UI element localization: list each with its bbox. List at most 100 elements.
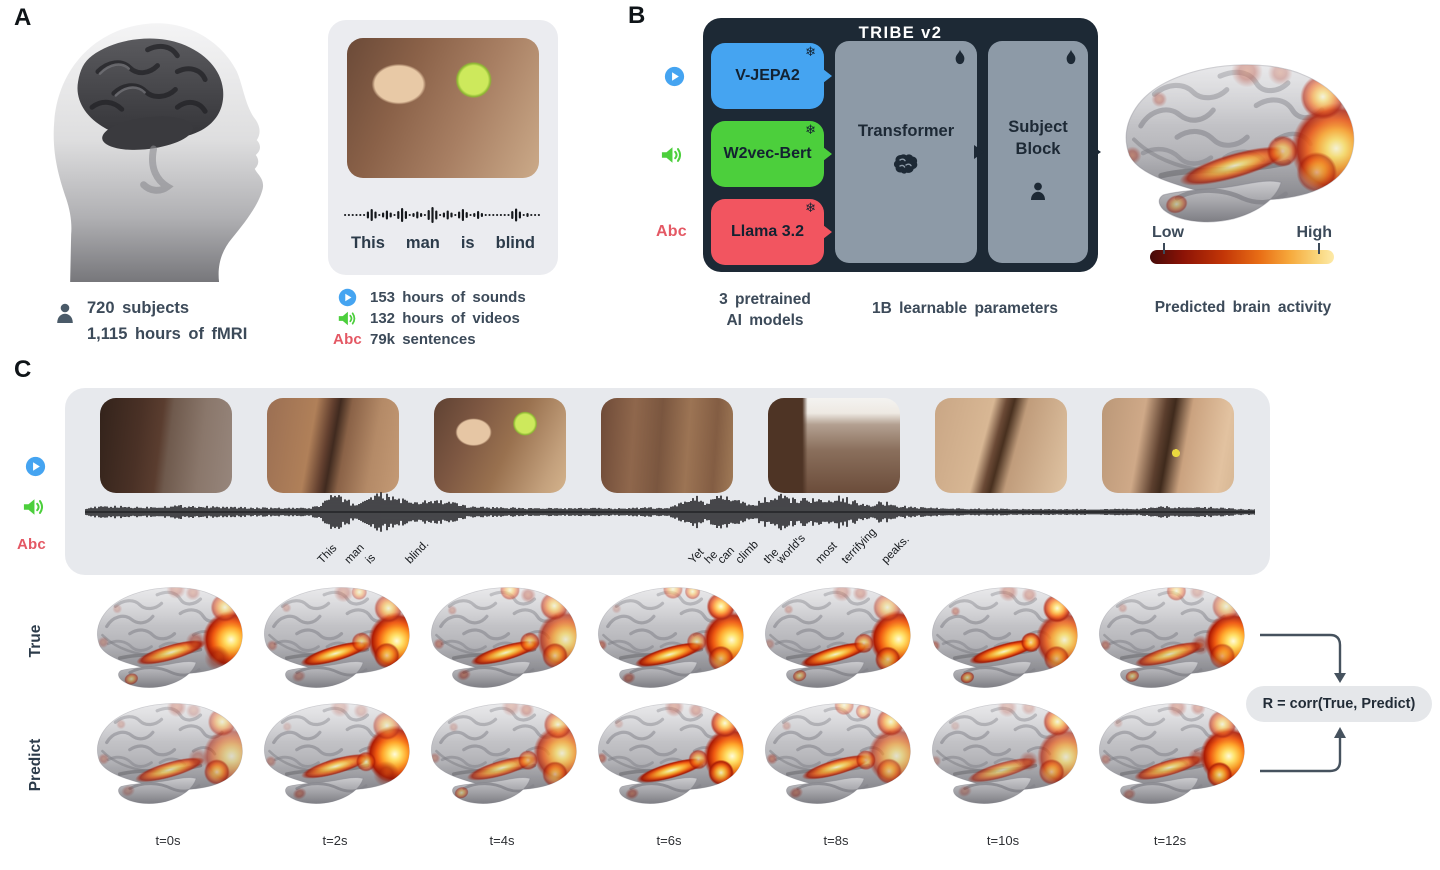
video-frame bbox=[768, 398, 900, 493]
arrow-down-icon bbox=[1334, 673, 1346, 683]
brain-map-predict-t0s bbox=[88, 698, 248, 810]
stimulus-timeline-card: This man is blind. Yet he can climb the world's mo… bbox=[65, 388, 1270, 575]
brain-map-predict-t4s bbox=[422, 698, 582, 810]
brain-surface-svg bbox=[1099, 587, 1245, 688]
arrow-up-icon bbox=[1334, 727, 1346, 738]
play-icon bbox=[664, 66, 685, 87]
modality-icon-speaker bbox=[660, 144, 684, 166]
transcript-word: is bbox=[364, 551, 379, 567]
play-icon bbox=[25, 456, 46, 477]
video-frame bbox=[935, 398, 1067, 493]
tribe-architecture-box: TRIBE v2 V-JEPA2 ❄ W2vec-Bert ❄ Llama 3.… bbox=[703, 18, 1098, 272]
transcript-word: world's bbox=[775, 532, 809, 567]
caption-predicted-activity: Predicted brain activity bbox=[1154, 299, 1332, 316]
panel-a-label: A bbox=[14, 4, 32, 31]
colorbar-tick-low bbox=[1163, 243, 1165, 254]
stimulus-card: This man is blind bbox=[328, 20, 558, 275]
time-label: t=0s bbox=[155, 833, 181, 848]
brain-surface-svg bbox=[932, 703, 1078, 804]
brain-surface-svg bbox=[765, 703, 911, 804]
fmri-stats: 720 subjects 1,115 hours of fMRI bbox=[55, 296, 247, 347]
subject-block: Subject Block bbox=[988, 41, 1088, 263]
text-abc-icon: Abc bbox=[17, 536, 46, 553]
subject-block-label-line2: Block bbox=[1015, 140, 1061, 158]
speaker-icon bbox=[23, 499, 44, 515]
flow-arrow-icon bbox=[974, 145, 984, 159]
person-icon-svg bbox=[1030, 182, 1046, 200]
fire-icon bbox=[953, 49, 967, 65]
sentence-word: is bbox=[460, 234, 475, 252]
video-frame-climber bbox=[347, 38, 539, 178]
dataset-stats: 153 hours of sounds 132 hours of videos Ab… bbox=[333, 287, 526, 350]
transcript-word: man bbox=[342, 541, 367, 567]
transformer-block: Transformer bbox=[835, 41, 977, 263]
time-label: t=8s bbox=[823, 833, 849, 848]
model-box-llama-3-2: Llama 3.2 ❄ bbox=[711, 199, 832, 265]
speaker-icon bbox=[661, 147, 682, 163]
fire-icon-svg bbox=[1066, 49, 1076, 65]
person-icon-svg bbox=[57, 303, 73, 323]
brain-surface-svg bbox=[598, 703, 744, 804]
video-frame bbox=[267, 398, 399, 493]
fire-icon bbox=[1064, 49, 1078, 65]
brain-surface-svg bbox=[431, 587, 577, 688]
row-label-true: True bbox=[27, 624, 44, 658]
dataset-stat-text: 153 hours of sounds bbox=[370, 289, 526, 306]
modality-icon-speaker bbox=[22, 496, 46, 518]
brain-map-predict-t12s bbox=[1090, 698, 1250, 810]
subject-block-label-line1: Subject bbox=[1008, 118, 1068, 136]
output-arrow-icon bbox=[1091, 145, 1101, 159]
transcript-word: terrifying bbox=[840, 526, 880, 567]
brain-map-predict-t10s bbox=[923, 698, 1083, 810]
audio-waveform bbox=[85, 492, 1255, 532]
brain-map-true-t10s bbox=[923, 582, 1083, 694]
time-label: t=4s bbox=[489, 833, 515, 848]
transcript-word: peaks. bbox=[879, 533, 913, 567]
brain-surface-svg bbox=[1099, 703, 1245, 804]
subject-icon bbox=[988, 181, 1088, 201]
text-abc-icon: Abc bbox=[333, 331, 362, 348]
connector-tail bbox=[823, 69, 832, 83]
dataset-stat-row: 153 hours of sounds bbox=[334, 287, 526, 308]
head-brain-illustration bbox=[25, 16, 290, 284]
correlation-formula-pill: R = corr(True, Predict) bbox=[1246, 686, 1432, 722]
transcript-word: most bbox=[813, 540, 840, 567]
predicted-brain-map bbox=[1108, 58, 1366, 230]
play-icon bbox=[338, 288, 357, 307]
brain-surface-svg bbox=[932, 587, 1078, 688]
brain-map-predict-t6s bbox=[589, 698, 749, 810]
time-label: t=12s bbox=[1153, 833, 1187, 848]
snowflake-icon: ❄ bbox=[805, 123, 816, 138]
speaker-icon bbox=[338, 311, 356, 326]
fmri-hours-stat: 1,115 hours of fMRI bbox=[87, 324, 248, 343]
brain-icon bbox=[835, 153, 977, 175]
connector-tail bbox=[823, 147, 832, 161]
brain-surface-svg bbox=[264, 587, 410, 688]
caption-pretrained-models: 3 pretrained AI models bbox=[719, 291, 811, 329]
modality-icon-play bbox=[25, 456, 46, 477]
model-name: V-JEPA2 bbox=[735, 67, 800, 84]
brain-map-true-t0s bbox=[88, 582, 248, 694]
sentence-word: man bbox=[405, 234, 440, 252]
model-name: Llama 3.2 bbox=[731, 223, 804, 240]
video-frame bbox=[1102, 398, 1234, 493]
dataset-stat-text: 132 hours of videos bbox=[370, 310, 520, 327]
time-label: t=6s bbox=[656, 833, 682, 848]
brain-surface-svg bbox=[598, 587, 744, 688]
dataset-stat-row: Abc 79k sentences bbox=[333, 329, 526, 350]
connector-tail bbox=[823, 225, 832, 239]
brain-map-true-t4s bbox=[422, 582, 582, 694]
transcript-word: blind. bbox=[403, 538, 432, 567]
person-icon bbox=[55, 302, 75, 347]
brain-surface-svg bbox=[1125, 64, 1355, 223]
modality-icon-abc: Abc bbox=[17, 536, 46, 554]
subjects-stat: 720 subjects bbox=[87, 299, 190, 317]
colorbar-gradient bbox=[1150, 250, 1334, 264]
colorbar-high-label: High bbox=[1296, 224, 1332, 241]
correlation-formula: R = corr(True, Predict) bbox=[1262, 696, 1416, 712]
brain-surface-svg bbox=[431, 703, 577, 804]
sentence-word: blind bbox=[495, 234, 536, 252]
text-abc-icon: Abc bbox=[656, 223, 687, 240]
row-label-predict: Predict bbox=[27, 738, 44, 792]
